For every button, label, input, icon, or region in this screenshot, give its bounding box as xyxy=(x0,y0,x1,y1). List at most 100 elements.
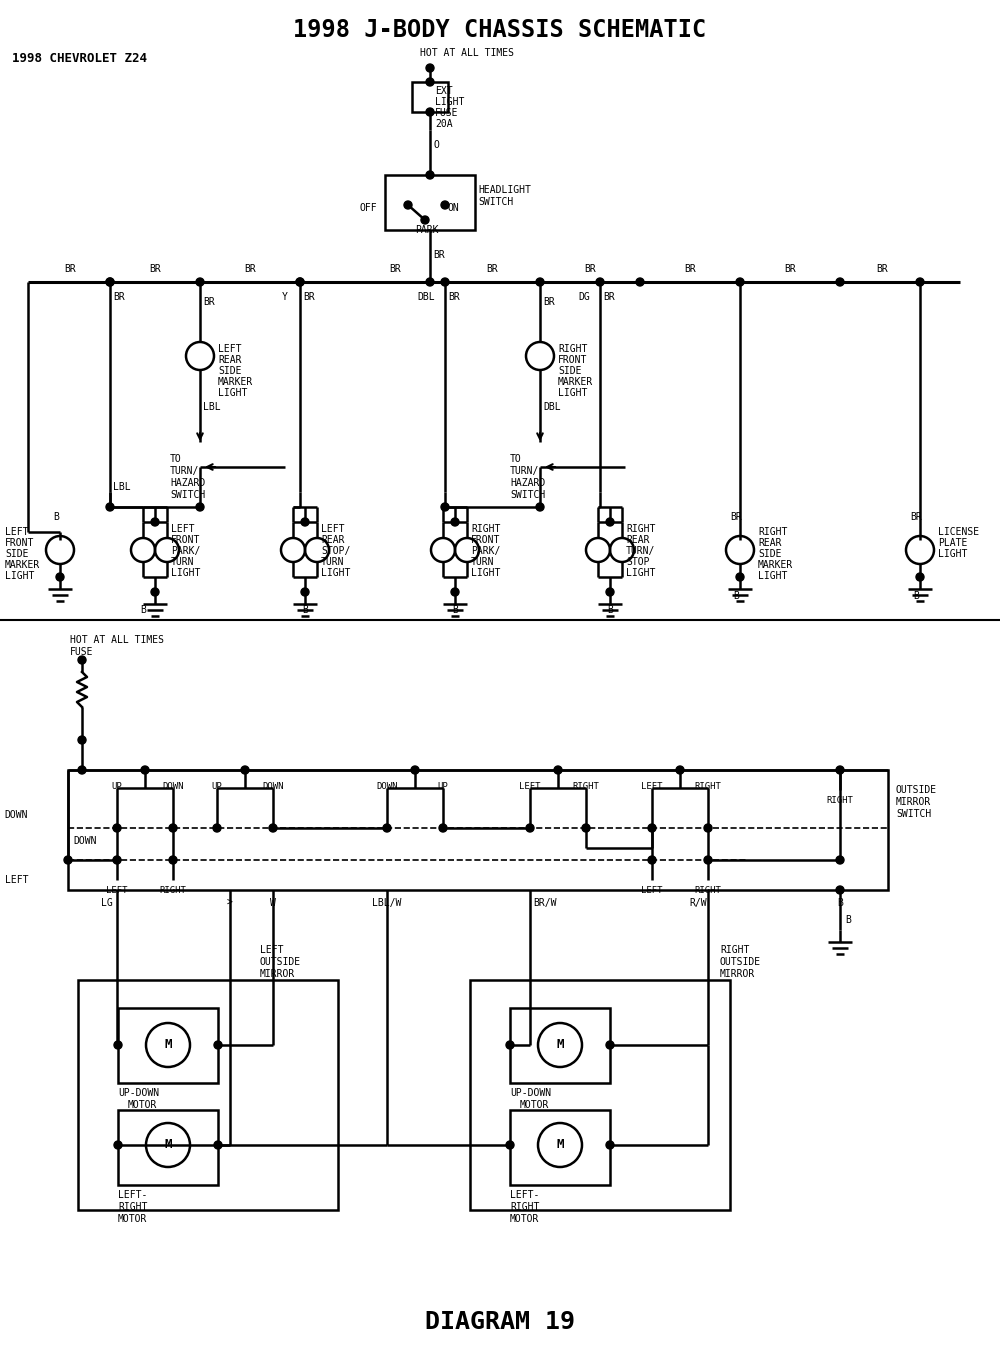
Text: LEFT: LEFT xyxy=(321,525,344,534)
Text: STOP: STOP xyxy=(626,557,650,567)
Text: RIGHT: RIGHT xyxy=(471,525,500,534)
Bar xyxy=(412,82,448,111)
Text: R/W: R/W xyxy=(689,898,707,908)
Circle shape xyxy=(736,573,744,582)
Text: SIDE: SIDE xyxy=(758,549,782,559)
Text: FRONT: FRONT xyxy=(558,355,587,366)
Text: B: B xyxy=(733,591,739,601)
Text: REAR: REAR xyxy=(218,355,242,366)
Text: >: > xyxy=(227,898,233,908)
Circle shape xyxy=(606,1142,614,1148)
Text: BR: BR xyxy=(64,264,76,275)
Text: BR: BR xyxy=(584,264,596,275)
Text: LIGHT: LIGHT xyxy=(938,549,967,559)
Text: LBL/W: LBL/W xyxy=(372,898,402,908)
Text: BR: BR xyxy=(113,292,125,302)
Text: LIGHT: LIGHT xyxy=(171,568,200,578)
Text: RIGHT: RIGHT xyxy=(720,945,749,955)
Text: BR: BR xyxy=(433,250,445,260)
Circle shape xyxy=(169,824,177,832)
Circle shape xyxy=(114,1041,122,1049)
Text: UP-DOWN: UP-DOWN xyxy=(510,1089,551,1098)
Circle shape xyxy=(836,766,844,775)
Bar xyxy=(385,175,475,230)
Text: UP: UP xyxy=(212,781,222,791)
Text: BR: BR xyxy=(149,264,161,275)
Text: LEFT: LEFT xyxy=(641,886,663,896)
Text: LEFT-: LEFT- xyxy=(510,1190,539,1200)
Text: 1998 J-BODY CHASSIS SCHEMATIC: 1998 J-BODY CHASSIS SCHEMATIC xyxy=(293,18,707,42)
Bar xyxy=(78,980,338,1210)
Circle shape xyxy=(554,766,562,775)
Circle shape xyxy=(214,1142,222,1148)
Text: PLATE: PLATE xyxy=(938,538,967,548)
Text: BR: BR xyxy=(244,264,256,275)
Circle shape xyxy=(536,279,544,285)
Text: 20A: 20A xyxy=(435,120,453,129)
Text: PARK/: PARK/ xyxy=(471,546,500,556)
Circle shape xyxy=(506,1041,514,1049)
Text: TURN/: TURN/ xyxy=(170,466,199,476)
Circle shape xyxy=(916,279,924,285)
Text: M: M xyxy=(164,1038,172,1052)
Circle shape xyxy=(648,824,656,832)
Text: MARKER: MARKER xyxy=(558,376,593,387)
Text: LIGHT: LIGHT xyxy=(218,389,247,398)
Circle shape xyxy=(836,279,844,285)
Circle shape xyxy=(196,503,204,511)
Text: UP-DOWN: UP-DOWN xyxy=(118,1089,159,1098)
Circle shape xyxy=(916,573,924,582)
Circle shape xyxy=(836,886,844,894)
Circle shape xyxy=(241,766,249,775)
Circle shape xyxy=(106,279,114,285)
Text: BR: BR xyxy=(876,264,888,275)
Circle shape xyxy=(704,856,712,864)
Text: RIGHT: RIGHT xyxy=(695,886,721,896)
Text: BR: BR xyxy=(389,264,401,275)
Text: B: B xyxy=(845,915,851,925)
Bar xyxy=(118,1110,218,1185)
Text: B: B xyxy=(140,605,146,616)
Text: TURN: TURN xyxy=(171,557,194,567)
Text: SIDE: SIDE xyxy=(218,366,242,376)
Text: BR: BR xyxy=(486,264,498,275)
Text: BR/W: BR/W xyxy=(533,898,557,908)
Text: MIRROR: MIRROR xyxy=(720,969,755,978)
Circle shape xyxy=(296,279,304,285)
Text: MARKER: MARKER xyxy=(758,560,793,569)
Circle shape xyxy=(269,824,277,832)
Circle shape xyxy=(676,766,684,775)
Circle shape xyxy=(582,824,590,832)
Circle shape xyxy=(141,766,149,775)
Text: MOTOR: MOTOR xyxy=(128,1099,157,1110)
Text: SIDE: SIDE xyxy=(5,549,28,559)
Circle shape xyxy=(836,856,844,864)
Text: DOWN: DOWN xyxy=(162,781,184,791)
Text: BR: BR xyxy=(603,292,615,302)
Text: FRONT: FRONT xyxy=(471,535,500,545)
Text: OFF: OFF xyxy=(360,202,378,213)
Text: LIGHT: LIGHT xyxy=(435,96,464,107)
Bar xyxy=(470,980,730,1210)
Text: M: M xyxy=(164,1139,172,1151)
Bar xyxy=(510,1008,610,1083)
Text: LEFT: LEFT xyxy=(641,781,663,791)
Text: DOWN: DOWN xyxy=(74,836,97,847)
Text: REAR: REAR xyxy=(321,535,344,545)
Text: HOT AT ALL TIMES: HOT AT ALL TIMES xyxy=(420,48,514,58)
Text: RIGHT: RIGHT xyxy=(695,781,721,791)
Bar xyxy=(510,1110,610,1185)
Circle shape xyxy=(114,1142,122,1148)
Text: BR: BR xyxy=(784,264,796,275)
Text: RIGHT: RIGHT xyxy=(118,1201,147,1212)
Text: STOP/: STOP/ xyxy=(321,546,350,556)
Circle shape xyxy=(596,279,604,285)
Text: LEFT: LEFT xyxy=(5,527,28,537)
Text: BR: BR xyxy=(730,512,742,522)
Circle shape xyxy=(113,824,121,832)
Text: LIGHT: LIGHT xyxy=(5,571,34,582)
Text: LIGHT: LIGHT xyxy=(471,568,500,578)
Text: BR: BR xyxy=(448,292,460,302)
Circle shape xyxy=(151,518,159,526)
Text: PARK/: PARK/ xyxy=(171,546,200,556)
